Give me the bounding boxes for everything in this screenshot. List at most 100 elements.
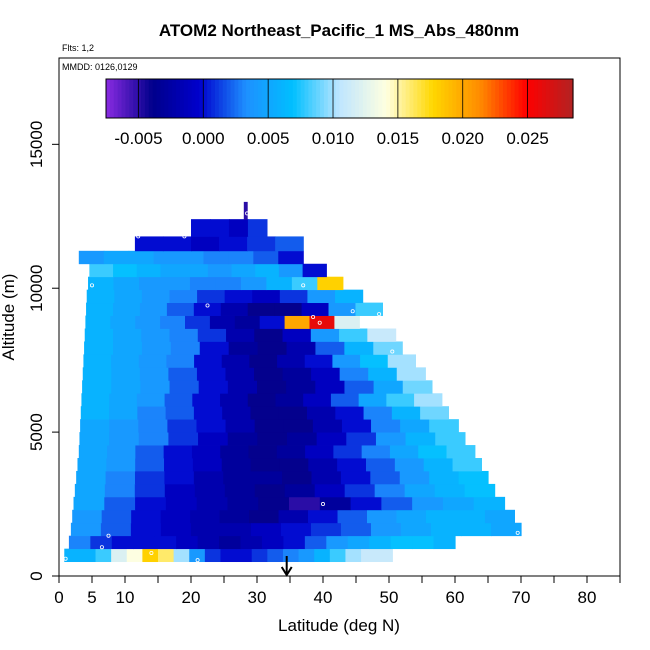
heatmap-cell — [154, 535, 177, 550]
heatmap-cell — [305, 445, 334, 459]
heatmap-cell — [196, 496, 229, 511]
heatmap-cell — [275, 393, 304, 407]
heatmap-cell — [391, 406, 421, 420]
heatmap-cell — [168, 432, 199, 446]
heatmap-cell — [361, 445, 391, 459]
heatmap-cell — [165, 496, 198, 511]
colorbar-swatch — [160, 79, 165, 118]
heatmap-cell — [164, 470, 195, 485]
heatmap-cell — [138, 432, 170, 446]
heatmap-cell — [153, 250, 180, 265]
heatmap-cell — [225, 367, 255, 381]
heatmap-cell — [77, 458, 107, 472]
heatmap-cell — [326, 535, 349, 550]
colorbar-swatch — [234, 79, 239, 118]
heatmap-cell — [86, 302, 114, 316]
heatmap-cell — [389, 445, 419, 459]
heatmap-cell — [220, 522, 252, 537]
heatmap-cell — [191, 445, 221, 459]
heatmap-cell — [189, 276, 217, 291]
colorbar-swatch — [557, 79, 562, 118]
heatmap-cell — [252, 470, 283, 485]
heatmap-cell — [240, 276, 267, 291]
heatmap-cell — [104, 483, 136, 498]
x-tick-label: 50 — [380, 588, 399, 607]
heatmap-cell — [339, 367, 369, 381]
heatmap-cell — [222, 406, 252, 420]
heatmap-cell — [337, 509, 368, 524]
heatmap-cell — [365, 458, 396, 472]
heatmap-cell — [284, 315, 311, 329]
sample-point — [311, 314, 316, 319]
heatmap-cell — [400, 522, 432, 537]
heatmap-cell — [113, 263, 138, 278]
heatmap-cell — [412, 496, 444, 511]
heatmap-cell — [198, 380, 229, 394]
heatmap-cell — [307, 289, 336, 304]
colorbar-swatch — [230, 79, 236, 118]
heatmap-cell — [373, 341, 403, 355]
y-tick-label: 0 — [27, 571, 46, 580]
colorbar-swatch — [323, 79, 329, 118]
heatmap-cell — [101, 509, 132, 524]
heatmap-cell — [114, 289, 143, 304]
colorbar-swatch — [510, 79, 516, 118]
colorbar-swatch — [277, 79, 282, 118]
heatmap-cell — [430, 522, 462, 537]
sample-point — [377, 312, 382, 317]
heatmap-cell — [139, 302, 168, 316]
heatmap-cell — [220, 302, 249, 316]
colorbar-swatch — [308, 79, 313, 118]
heatmap-cell — [278, 509, 309, 524]
heatmap-cell — [335, 289, 364, 304]
colorbar-swatch — [386, 79, 391, 118]
heatmap-cell — [130, 522, 162, 537]
colorbar-swatch — [285, 79, 290, 118]
heatmap-cell — [249, 509, 280, 524]
heatmap-cell — [420, 406, 449, 420]
heatmap-cell — [105, 470, 136, 485]
heatmap-cell — [141, 289, 171, 304]
colorbar-swatch — [471, 79, 477, 118]
heatmap-cell — [204, 548, 222, 563]
colorbar-swatch — [148, 79, 154, 118]
heatmap-cell — [192, 458, 223, 472]
colorbar-swatch — [506, 79, 512, 118]
heatmap-cell — [253, 250, 279, 265]
colorbar-swatch — [129, 79, 134, 118]
heatmap-cell — [166, 354, 195, 368]
heatmap-cell — [221, 354, 251, 368]
heatmap-cell — [458, 470, 489, 485]
heatmap-cell — [220, 393, 249, 407]
heatmap-cell — [82, 380, 112, 394]
heatmap-cell — [207, 263, 233, 278]
heatmap-cell — [286, 380, 316, 394]
heatmap-cell — [289, 496, 321, 511]
heatmap-cell — [371, 419, 401, 433]
heatmap-cell — [311, 470, 342, 485]
heatmap-cell — [219, 535, 242, 550]
heatmap-cell — [405, 432, 436, 446]
colorbar-swatch — [409, 79, 415, 118]
heatmap-cell — [435, 432, 466, 446]
sample-point — [350, 309, 355, 314]
chart-title: ATOM2 Northeast_Pacific_1 MS_Abs_480nm — [159, 21, 519, 40]
colorbar-swatch — [495, 79, 500, 118]
colorbar-swatch — [436, 79, 442, 118]
heatmap-cell — [484, 509, 515, 524]
x-tick-label: 70 — [512, 588, 531, 607]
heatmap-cell — [267, 548, 284, 563]
heatmap-cell — [282, 328, 312, 342]
heatmap-cell — [278, 250, 304, 265]
heatmap-cell — [81, 393, 110, 407]
heatmap-cell — [280, 522, 312, 537]
sample-point — [63, 556, 68, 561]
colorbar-swatch — [133, 79, 138, 118]
heatmap-cell — [209, 315, 236, 329]
heatmap-cell — [250, 522, 282, 537]
heatmap-cell — [298, 548, 315, 563]
heatmap-cell — [185, 315, 211, 329]
colorbar-swatch — [355, 79, 360, 118]
heatmap-cell — [291, 276, 318, 291]
heatmap-cell — [64, 548, 81, 563]
